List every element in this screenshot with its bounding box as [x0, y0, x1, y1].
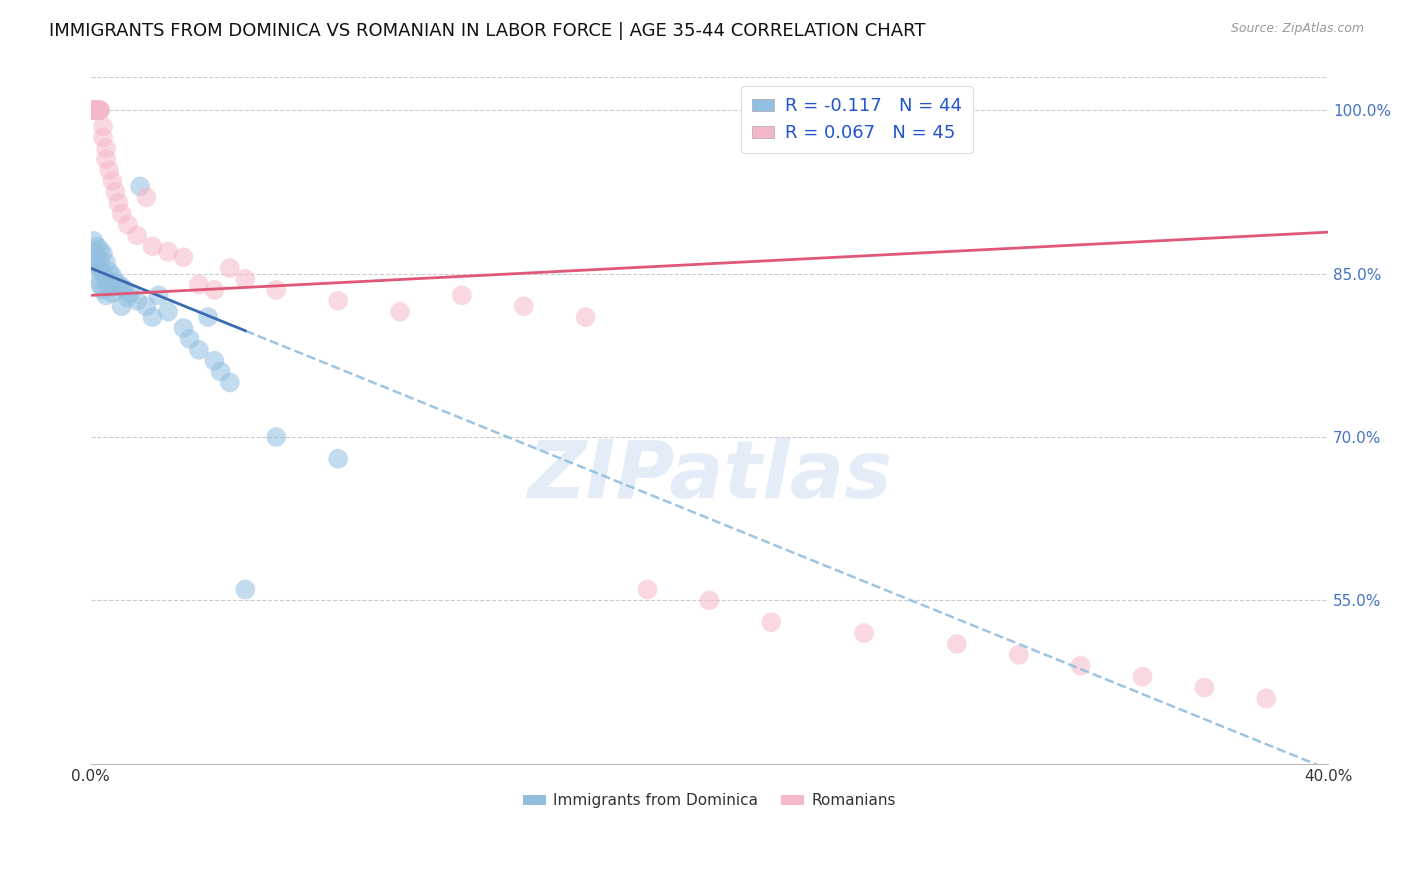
Point — [388, 304, 411, 318]
Point — [83, 103, 105, 117]
Point — [94, 288, 117, 302]
Point — [91, 283, 114, 297]
Point — [83, 103, 105, 117]
Point — [141, 310, 163, 325]
Point — [104, 185, 127, 199]
Point — [91, 267, 114, 281]
Point — [98, 163, 121, 178]
Point — [326, 293, 349, 308]
Point — [94, 255, 117, 269]
Point — [575, 310, 598, 325]
Point — [91, 247, 114, 261]
Point — [637, 582, 659, 597]
Point — [1008, 648, 1031, 662]
Point — [233, 582, 256, 597]
Point — [91, 130, 114, 145]
Point — [172, 321, 194, 335]
Point — [89, 253, 111, 268]
Point — [83, 103, 105, 117]
Point — [101, 286, 124, 301]
Point — [202, 353, 225, 368]
Point — [218, 261, 240, 276]
Point — [1070, 658, 1092, 673]
Point — [187, 343, 209, 357]
Point — [117, 218, 139, 232]
Point — [135, 299, 157, 313]
Point — [86, 250, 108, 264]
Point — [89, 103, 111, 117]
Point — [172, 250, 194, 264]
Point — [86, 103, 108, 117]
Point — [114, 283, 136, 297]
Point — [89, 243, 111, 257]
Point — [110, 299, 132, 313]
Point — [83, 103, 105, 117]
Point — [94, 141, 117, 155]
Point — [98, 279, 121, 293]
Point — [451, 288, 474, 302]
Point — [125, 228, 148, 243]
Point — [107, 277, 129, 292]
Point — [89, 103, 111, 117]
Point — [135, 190, 157, 204]
Point — [101, 268, 124, 283]
Point — [125, 293, 148, 308]
Point — [326, 451, 349, 466]
Text: Source: ZipAtlas.com: Source: ZipAtlas.com — [1230, 22, 1364, 36]
Point — [148, 288, 170, 302]
Point — [117, 291, 139, 305]
Point — [209, 365, 232, 379]
Point — [264, 283, 287, 297]
Point — [89, 261, 111, 276]
Point — [86, 258, 108, 272]
Point — [197, 310, 219, 325]
Point — [1194, 681, 1216, 695]
Point — [120, 286, 142, 301]
Text: ZIPatlas: ZIPatlas — [527, 436, 891, 515]
Point — [761, 615, 783, 630]
Point — [89, 103, 111, 117]
Point — [86, 239, 108, 253]
Text: IMMIGRANTS FROM DOMINICA VS ROMANIAN IN LABOR FORCE | AGE 35-44 CORRELATION CHAR: IMMIGRANTS FROM DOMINICA VS ROMANIAN IN … — [49, 22, 925, 40]
Point — [202, 283, 225, 297]
Point — [101, 174, 124, 188]
Point — [1256, 691, 1278, 706]
Point — [513, 299, 536, 313]
Point — [233, 272, 256, 286]
Point — [83, 234, 105, 248]
Point — [86, 103, 108, 117]
Point — [156, 244, 179, 259]
Point — [187, 277, 209, 292]
Point — [83, 244, 105, 259]
Point — [91, 120, 114, 134]
Point — [94, 152, 117, 166]
Point — [946, 637, 969, 651]
Point — [699, 593, 721, 607]
Point — [94, 272, 117, 286]
Point — [104, 275, 127, 289]
Point — [141, 239, 163, 253]
Point — [110, 279, 132, 293]
Point — [1132, 670, 1154, 684]
Point — [129, 179, 152, 194]
Point — [83, 255, 105, 269]
Point — [218, 376, 240, 390]
Point — [86, 103, 108, 117]
Point — [179, 332, 201, 346]
Point — [89, 277, 111, 292]
Point — [110, 206, 132, 220]
Point — [98, 264, 121, 278]
Point — [86, 272, 108, 286]
Legend: Immigrants from Dominica, Romanians: Immigrants from Dominica, Romanians — [516, 788, 903, 814]
Point — [156, 304, 179, 318]
Point — [853, 626, 876, 640]
Point — [107, 195, 129, 210]
Point — [264, 430, 287, 444]
